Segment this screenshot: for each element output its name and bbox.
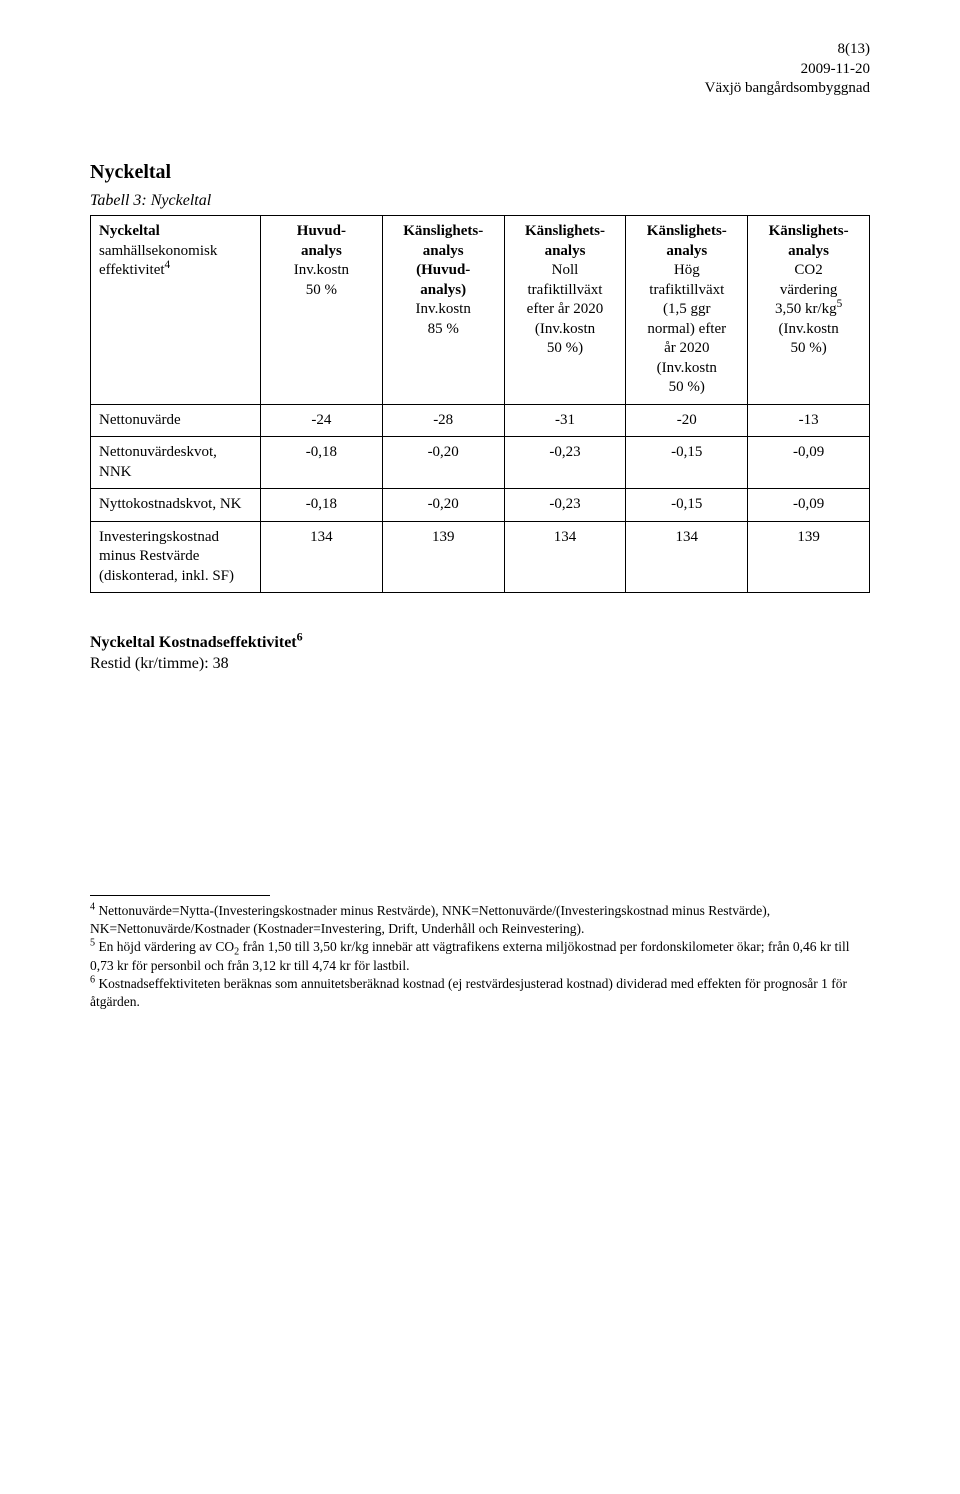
cell: -20 bbox=[626, 404, 748, 437]
cell: -0,18 bbox=[261, 489, 383, 522]
col-header-4: Känslighets- analys Hög trafiktillväxt (… bbox=[626, 216, 748, 405]
col-header-5: Känslighets- analys CO2 värdering 3,50 k… bbox=[748, 216, 870, 405]
page-title: Växjö bangårdsombyggnad bbox=[90, 79, 870, 99]
cell: -0,15 bbox=[626, 489, 748, 522]
cell: 139 bbox=[382, 521, 504, 593]
col-header-0: Nyckeltal samhällsekonomisk effektivitet… bbox=[91, 216, 261, 405]
cell: -0,23 bbox=[504, 489, 626, 522]
cell: -31 bbox=[504, 404, 626, 437]
cell: 134 bbox=[626, 521, 748, 593]
page-indicator: 8(13) bbox=[90, 40, 870, 60]
cell: -13 bbox=[748, 404, 870, 437]
cell: -0,09 bbox=[748, 489, 870, 522]
cell: 139 bbox=[748, 521, 870, 593]
col-header-1: Huvud- analys Inv.kostn 50 % bbox=[261, 216, 383, 405]
cell: -0,09 bbox=[748, 437, 870, 489]
cell: -0,20 bbox=[382, 437, 504, 489]
table-row: Nettonuvärde -24 -28 -31 -20 -13 bbox=[91, 404, 870, 437]
page-header: 8(13) 2009-11-20 Växjö bangårdsombyggnad bbox=[90, 40, 870, 99]
table-caption: Tabell 3: Nyckeltal bbox=[90, 191, 870, 212]
cell: -24 bbox=[261, 404, 383, 437]
cell: 134 bbox=[504, 521, 626, 593]
cell: -0,15 bbox=[626, 437, 748, 489]
row-label: Nettonuvärde bbox=[91, 404, 261, 437]
restid-line: Restid (kr/timme): 38 bbox=[90, 654, 870, 675]
table-header-row: Nyckeltal samhällsekonomisk effektivitet… bbox=[91, 216, 870, 405]
subsection-title: Nyckeltal Kostnadseffektivitet6 bbox=[90, 633, 870, 654]
section-title: Nyckeltal bbox=[90, 159, 870, 185]
table-row: Investeringskostnad minus Restvärde (dis… bbox=[91, 521, 870, 593]
col-header-3: Känslighets- analys Noll trafiktillväxt … bbox=[504, 216, 626, 405]
cell: -0,23 bbox=[504, 437, 626, 489]
subsection: Nyckeltal Kostnadseffektivitet6 Restid (… bbox=[90, 633, 870, 675]
table-row: Nyttokostnadskvot, NK -0,18 -0,20 -0,23 … bbox=[91, 489, 870, 522]
footnote-4: 4 Nettonuvärde=Nytta-(Investeringskostna… bbox=[90, 902, 870, 938]
cell: -28 bbox=[382, 404, 504, 437]
page-date: 2009-11-20 bbox=[90, 60, 870, 80]
footnote-6: 6 Kostnadseffektiviteten beräknas som an… bbox=[90, 975, 870, 1011]
cell: -0,20 bbox=[382, 489, 504, 522]
row-label: Nettonuvärdeskvot, NNK bbox=[91, 437, 261, 489]
col-header-2: Känslighets- analys (Huvud- analys) Inv.… bbox=[382, 216, 504, 405]
footnotes: 4 Nettonuvärde=Nytta-(Investeringskostna… bbox=[90, 902, 870, 1011]
cell: -0,18 bbox=[261, 437, 383, 489]
cell: 134 bbox=[261, 521, 383, 593]
row-label: Nyttokostnadskvot, NK bbox=[91, 489, 261, 522]
footnote-5: 5 En höjd värdering av CO2 från 1,50 til… bbox=[90, 938, 870, 974]
row-label: Investeringskostnad minus Restvärde (dis… bbox=[91, 521, 261, 593]
nyckeltal-table: Nyckeltal samhällsekonomisk effektivitet… bbox=[90, 215, 870, 593]
table-row: Nettonuvärdeskvot, NNK -0,18 -0,20 -0,23… bbox=[91, 437, 870, 489]
footnote-separator bbox=[90, 895, 270, 896]
